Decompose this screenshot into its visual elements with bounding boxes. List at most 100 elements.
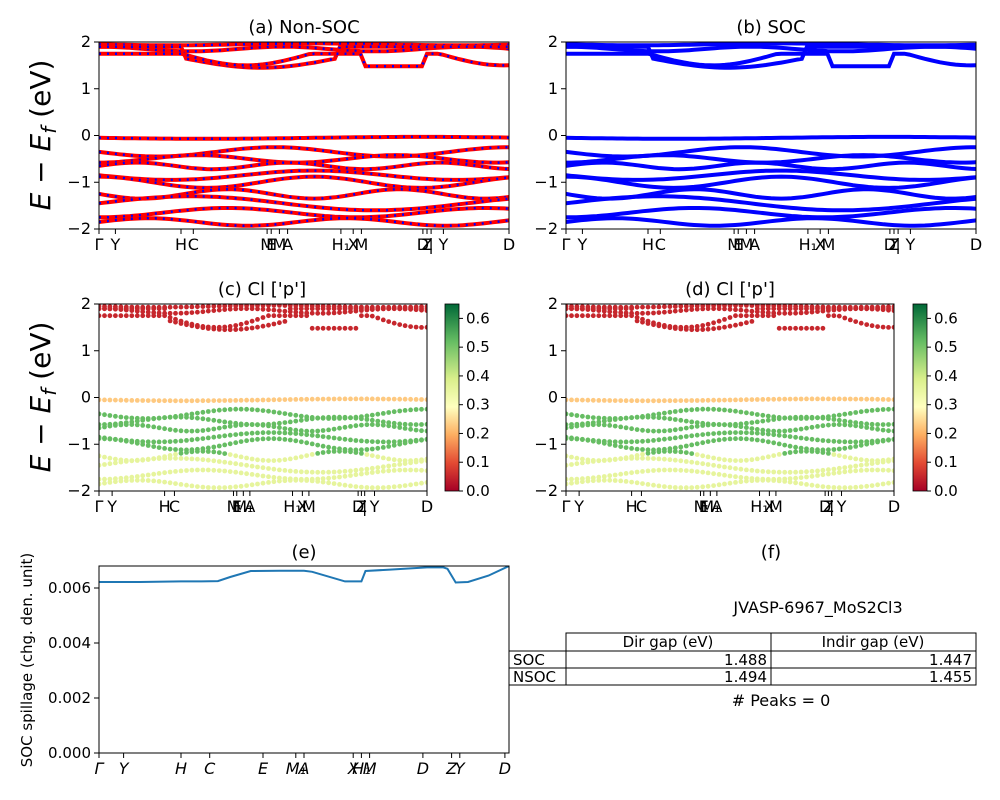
projection-point xyxy=(629,313,634,319)
projection-point xyxy=(353,438,359,443)
projection-point xyxy=(309,325,315,331)
projection-point xyxy=(754,456,760,462)
projection-point xyxy=(380,445,386,450)
projection-point xyxy=(304,469,310,475)
projection-point xyxy=(277,320,282,326)
projection-point xyxy=(359,451,364,456)
projection-point xyxy=(375,465,381,470)
projection-point xyxy=(820,306,826,312)
projection-point xyxy=(151,416,157,422)
x-tick-label: M xyxy=(272,235,286,254)
projection-point xyxy=(864,306,870,312)
projection-point xyxy=(771,469,777,475)
projection-point xyxy=(408,482,413,488)
projection-point xyxy=(293,313,299,319)
projection-point xyxy=(107,480,113,485)
projection-point xyxy=(200,457,206,463)
projection-point xyxy=(678,408,684,414)
projection-point xyxy=(640,438,645,444)
projection-point xyxy=(842,465,848,470)
projection-point xyxy=(320,428,326,433)
projection-point xyxy=(320,434,326,439)
projection-point xyxy=(260,436,266,442)
projection-point xyxy=(419,480,424,486)
projection-point xyxy=(651,482,656,488)
panel-d-colorbar xyxy=(912,303,928,492)
projection-point xyxy=(145,417,151,422)
band-line xyxy=(99,160,509,172)
y-tick-label: 2 xyxy=(548,32,558,51)
projection-point xyxy=(733,397,738,403)
projection-point xyxy=(831,417,837,422)
projection-point xyxy=(765,469,771,475)
projection-point xyxy=(107,413,113,418)
projection-point xyxy=(216,485,222,491)
projection-point xyxy=(744,467,749,473)
x-tick-label: D xyxy=(352,497,364,516)
projection-point xyxy=(205,324,211,330)
projection-point xyxy=(601,474,607,479)
projection-point xyxy=(227,432,233,438)
projection-point xyxy=(754,427,760,432)
projection-point xyxy=(760,438,766,444)
projection-point xyxy=(380,317,386,323)
projection-point xyxy=(815,396,820,402)
projection-point xyxy=(651,450,656,455)
projection-point xyxy=(145,478,151,483)
projection-point xyxy=(348,306,353,312)
projection-point xyxy=(645,414,651,420)
projection-point xyxy=(249,318,255,324)
projection-point xyxy=(419,397,424,402)
projection-point xyxy=(842,306,848,312)
y-tick-label: 0.004 xyxy=(48,634,91,652)
projection-point xyxy=(424,468,427,474)
projection-point xyxy=(151,478,157,484)
projection-point xyxy=(178,398,184,404)
projection-point xyxy=(694,420,700,425)
projection-point xyxy=(869,426,875,431)
projection-point xyxy=(211,308,217,313)
projection-point xyxy=(326,310,331,316)
projection-point xyxy=(842,411,848,417)
projection-point xyxy=(375,418,381,424)
projection-point xyxy=(359,422,364,428)
projection-point xyxy=(596,306,602,312)
projection-point xyxy=(765,396,771,402)
projection-point xyxy=(216,398,222,403)
projection-point xyxy=(683,434,689,439)
x-tick-label: H₁ xyxy=(799,235,817,254)
projection-point xyxy=(566,436,569,441)
projection-point xyxy=(331,469,337,475)
projection-point xyxy=(195,309,200,315)
projection-point xyxy=(249,472,255,477)
projection-point xyxy=(249,463,255,469)
projection-point xyxy=(391,439,397,445)
projection-point xyxy=(566,453,569,459)
table-row-label: SOC xyxy=(513,651,545,669)
projection-point xyxy=(342,473,348,479)
projection-point xyxy=(629,306,634,312)
projection-point xyxy=(656,321,662,327)
projection-point xyxy=(337,469,342,475)
projection-point xyxy=(326,325,331,331)
projection-point xyxy=(574,306,580,312)
projection-point xyxy=(864,462,870,467)
projection-point xyxy=(886,325,891,330)
projection-point xyxy=(722,430,727,436)
x-tick-label: H₁ xyxy=(332,235,350,254)
projection-point xyxy=(694,484,700,490)
projection-point xyxy=(222,324,228,330)
projection-point xyxy=(689,419,695,425)
projection-point xyxy=(836,306,842,312)
projection-point xyxy=(391,462,397,468)
projection-point xyxy=(864,467,870,473)
colorbar-tick-label: 0.1 xyxy=(466,453,490,471)
projection-point xyxy=(700,406,706,412)
projection-point xyxy=(266,423,271,429)
projection-point xyxy=(140,477,146,483)
projection-point xyxy=(716,472,722,477)
projection-point xyxy=(836,313,842,319)
projection-point xyxy=(566,306,569,312)
